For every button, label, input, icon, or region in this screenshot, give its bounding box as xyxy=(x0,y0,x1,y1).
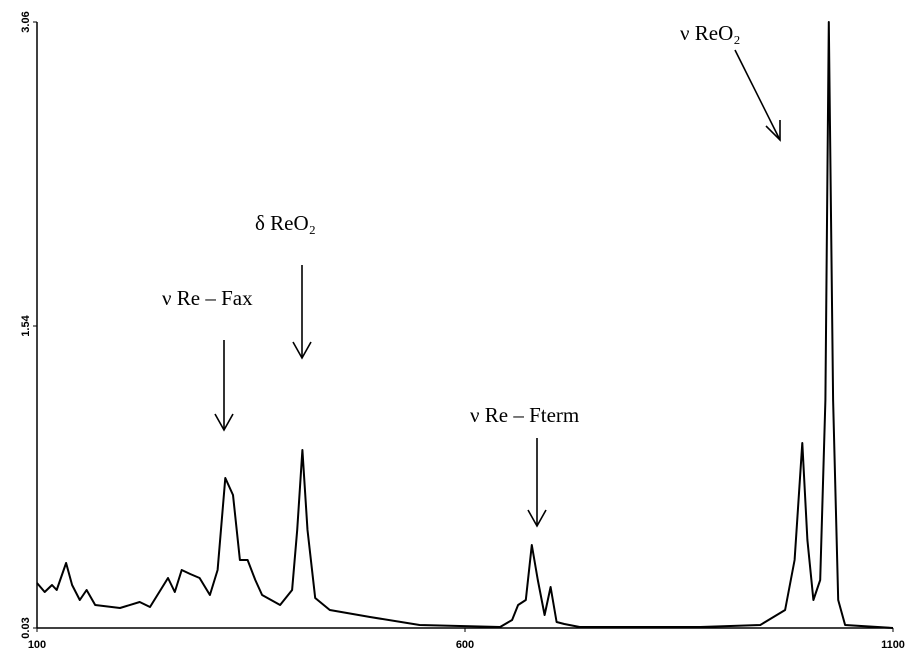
y-tick-label: 0.03 xyxy=(20,617,32,638)
y-tick-label: 1.54 xyxy=(20,314,32,336)
annotation: δ ReO₂ xyxy=(255,211,316,235)
arrows xyxy=(214,49,781,528)
annotation: ν Re – Fax xyxy=(162,286,253,310)
x-tick-label: 600 xyxy=(456,639,474,651)
annotation: ν ReO₂ xyxy=(680,21,741,45)
x-tick-label: 100 xyxy=(28,639,46,651)
spectrum-line xyxy=(36,21,894,629)
arrow-head xyxy=(214,413,234,432)
arrow xyxy=(734,49,781,141)
x-tick-label: 1100 xyxy=(881,639,905,651)
arrow-head xyxy=(292,341,312,360)
y-tick-label: 3.06 xyxy=(20,11,32,32)
annotation: ν Re – Fterm xyxy=(470,403,579,427)
arrow-head xyxy=(765,120,781,142)
arrow-head xyxy=(527,509,547,528)
